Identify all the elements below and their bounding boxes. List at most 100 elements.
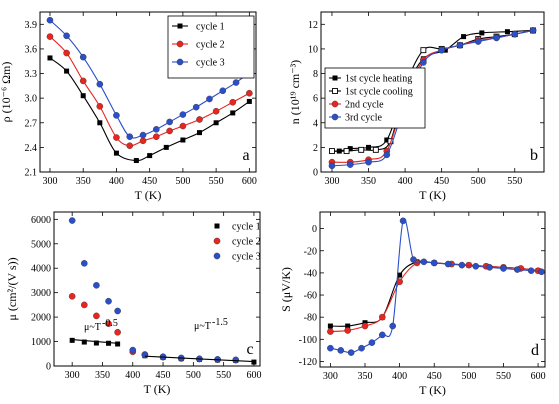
data-point bbox=[153, 126, 160, 133]
legend-label: cycle 2 bbox=[232, 237, 261, 248]
x-tick-label: 450 bbox=[434, 176, 449, 187]
series-0 bbox=[47, 55, 252, 164]
data-point bbox=[80, 93, 86, 99]
data-point bbox=[93, 312, 100, 320]
legend-label: cycle 1 bbox=[232, 222, 261, 233]
x-tick-label: 500 bbox=[175, 176, 190, 187]
data-point bbox=[358, 344, 365, 352]
legend-label: 1st cycle cooling bbox=[345, 87, 413, 98]
y-tick-label: -60 bbox=[304, 291, 317, 302]
data-point bbox=[456, 41, 464, 49]
data-point bbox=[461, 34, 467, 40]
data-point bbox=[97, 120, 103, 126]
legend-label: cycle 1 bbox=[196, 22, 225, 33]
y-axis-label: μ (cm²/(V s)) bbox=[5, 257, 19, 320]
legend-marker bbox=[176, 58, 184, 66]
y-tick-label: 2000 bbox=[31, 313, 51, 324]
y-tick-label: -80 bbox=[304, 313, 317, 324]
data-point bbox=[327, 344, 334, 352]
data-point bbox=[474, 38, 482, 45]
data-point bbox=[486, 264, 493, 271]
legend-marker bbox=[176, 40, 184, 48]
panel-label: c bbox=[246, 341, 253, 358]
data-point bbox=[479, 30, 485, 36]
legend-marker bbox=[177, 23, 183, 29]
y-tick-label: 6 bbox=[313, 94, 318, 105]
series-0 bbox=[327, 259, 541, 329]
data-point bbox=[213, 120, 219, 126]
y-tick-label: 1000 bbox=[31, 337, 51, 348]
legend: 1st cycle heating 1st cycle cooling 2nd cy… bbox=[324, 67, 426, 129]
data-point bbox=[93, 340, 99, 346]
x-tick-label: 600 bbox=[242, 176, 257, 187]
y-axis-label: n (10¹⁹ cm⁻³) bbox=[288, 60, 302, 124]
data-point bbox=[113, 134, 120, 141]
x-tick-label: 500 bbox=[461, 371, 476, 382]
y-axis-label: S (μV/K) bbox=[279, 267, 293, 312]
legend-label: cycle 3 bbox=[232, 252, 261, 263]
data-point bbox=[115, 341, 121, 347]
x-tick-label: 500 bbox=[186, 370, 201, 381]
x-tick-label: 350 bbox=[76, 176, 91, 187]
legend-marker bbox=[332, 88, 338, 94]
data-point bbox=[361, 322, 369, 330]
annotation-text: -0.5 bbox=[102, 318, 118, 329]
data-point bbox=[105, 320, 112, 328]
series-1 bbox=[327, 259, 542, 335]
y-tick-label: 3000 bbox=[31, 288, 51, 299]
legend: cycle 1 cycle 2 cycle 3 bbox=[167, 15, 255, 79]
x-tick-label: 400 bbox=[125, 370, 140, 381]
legend-marker bbox=[213, 237, 221, 245]
data-point bbox=[251, 359, 257, 365]
plot-frame bbox=[320, 11, 545, 173]
series-line bbox=[330, 218, 542, 354]
x-axis-label: T (K) bbox=[144, 382, 171, 396]
data-point bbox=[420, 258, 428, 266]
x-tick-label: 550 bbox=[507, 176, 522, 187]
data-point bbox=[379, 331, 386, 339]
data-point bbox=[372, 146, 379, 153]
series-2 bbox=[327, 217, 545, 356]
legend-marker bbox=[331, 100, 339, 108]
x-tick-label: 500 bbox=[471, 176, 486, 187]
legend-label: cycle 3 bbox=[196, 58, 225, 69]
chart-panel-b: 300 350 400 450 500 550 0 2 4 6 8 10 12 T (K) n (10¹⁹ … bbox=[288, 11, 545, 202]
y-tick-label: 4000 bbox=[31, 264, 51, 275]
data-point bbox=[399, 217, 407, 225]
y-tick-label: 12 bbox=[308, 20, 318, 31]
annotation-text: μ~T bbox=[84, 322, 101, 333]
data-point bbox=[343, 148, 350, 155]
y-tick-label: 3.9 bbox=[25, 20, 38, 31]
data-point bbox=[139, 131, 147, 139]
y-tick-label: 0 bbox=[313, 168, 318, 179]
data-point bbox=[197, 130, 203, 136]
data-point bbox=[527, 267, 535, 274]
data-point bbox=[133, 158, 139, 164]
y-tick-label: 0 bbox=[312, 224, 317, 235]
x-tick-label: 300 bbox=[324, 176, 339, 187]
legend-label: 2nd cycle bbox=[345, 100, 384, 111]
y-tick-label: 6000 bbox=[31, 215, 51, 226]
data-point bbox=[96, 80, 104, 88]
data-point bbox=[64, 68, 70, 74]
chart-panel-a: 300 350 400 450 500 550 600 2.1 2.4 2.7 3.0 3.3 3.6 3… bbox=[0, 11, 257, 202]
data-point bbox=[493, 34, 500, 42]
legend-label: cycle 2 bbox=[196, 40, 225, 51]
data-point bbox=[366, 144, 372, 150]
data-point bbox=[420, 47, 427, 54]
data-point bbox=[337, 347, 345, 354]
data-point bbox=[141, 351, 149, 359]
data-point bbox=[219, 87, 227, 95]
x-tick-label: 350 bbox=[361, 176, 376, 187]
legend: cycle 1 cycle 2 cycle 3 bbox=[213, 222, 261, 263]
data-point bbox=[358, 146, 365, 153]
y-tick-label: 5000 bbox=[31, 239, 51, 250]
x-tick-label: 400 bbox=[392, 371, 407, 382]
data-point bbox=[105, 297, 112, 305]
data-point bbox=[362, 320, 368, 326]
data-point bbox=[180, 137, 186, 143]
data-point bbox=[196, 116, 203, 123]
panel-label: d bbox=[531, 342, 539, 359]
plot-frame bbox=[53, 211, 261, 367]
panel-label: b bbox=[530, 147, 538, 164]
